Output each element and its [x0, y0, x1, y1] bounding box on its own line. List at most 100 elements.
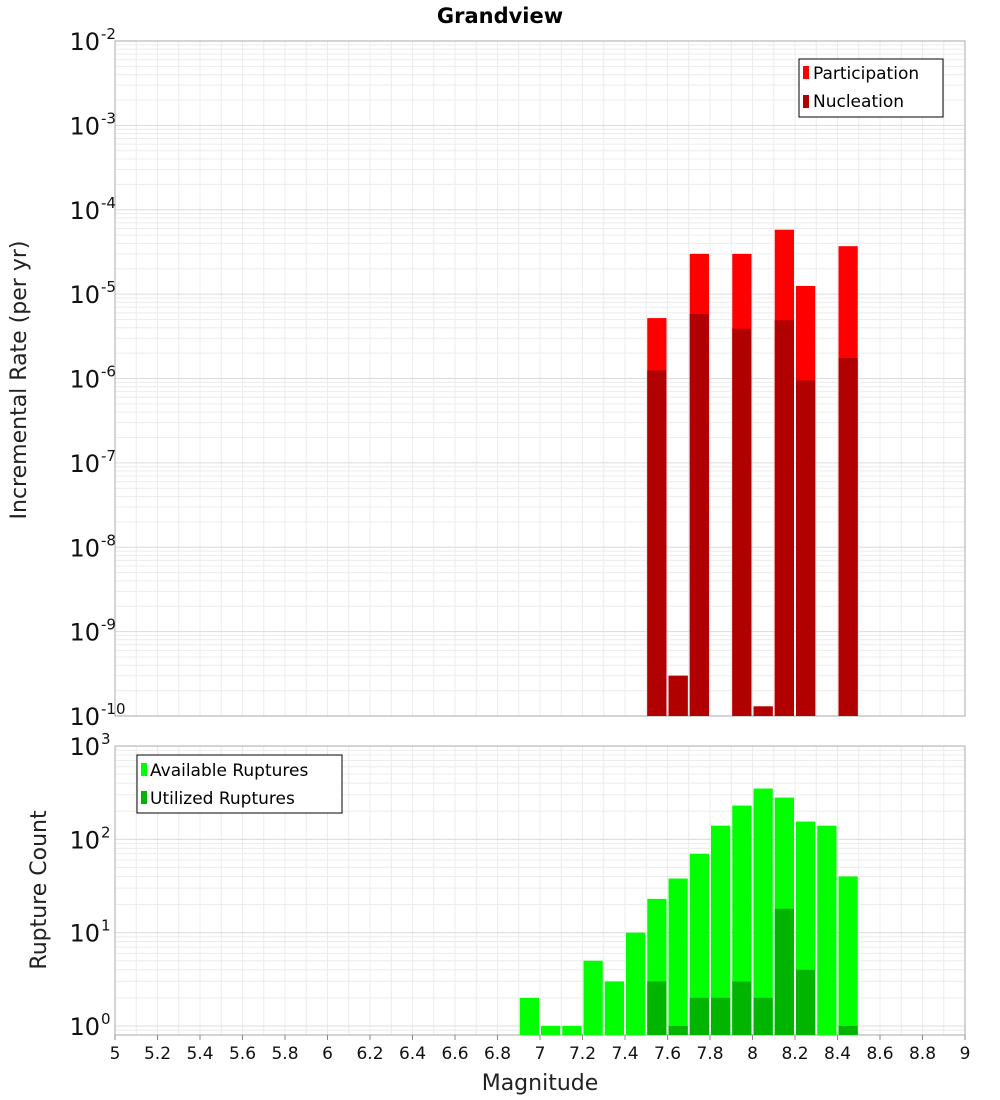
- bottom-bar-a: [689, 853, 709, 1035]
- bottom-bar-a: [817, 825, 837, 1035]
- bottom-y-tick-base: 10: [69, 920, 100, 948]
- top-bar-b: [838, 357, 858, 716]
- x-tick-label: 9: [960, 1044, 971, 1064]
- bottom-bar-b: [711, 997, 731, 1035]
- top-y-tick-exp: -3: [101, 109, 116, 127]
- bottom-bar-a: [541, 1025, 561, 1035]
- top-y-tick-exp: -8: [101, 531, 116, 549]
- top-y-ticks: 10-210-310-410-510-610-710-810-910-10: [69, 25, 125, 731]
- x-tick-label: 7.4: [611, 1044, 638, 1064]
- top-legend: Participation Nucleation: [798, 58, 944, 118]
- top-y-tick-exp: -6: [101, 363, 116, 381]
- top-y-tick-base: 10: [69, 619, 100, 647]
- top-bar-b: [732, 328, 752, 716]
- bottom-y-tick-exp: 2: [101, 823, 111, 841]
- x-tick-label: 5.2: [144, 1044, 171, 1064]
- top-y-axis-label: Incremental Rate (per yr): [7, 241, 32, 520]
- x-tick-label: 5.8: [271, 1044, 298, 1064]
- legend-label-nucleation: Nucleation: [813, 92, 904, 112]
- x-tick-label: 8.6: [866, 1044, 893, 1064]
- bottom-bar-a: [711, 825, 731, 1035]
- bottom-y-tick-base: 10: [69, 826, 100, 854]
- bottom-bar-a: [519, 997, 539, 1035]
- top-plot-frame: [114, 40, 966, 717]
- top-bars: [647, 229, 858, 717]
- x-ticks: 5 5.2 5.4 5.6 5.8 6 6.2 6.4 6.6 6.8 7 7.2 7.4 7.6 7.8 8…: [110, 1035, 971, 1064]
- bottom-bar-a: [583, 960, 603, 1035]
- legend-swatch-participation: [803, 66, 809, 79]
- bottom-bars: [519, 788, 858, 1035]
- bottom-legend-box: [136, 754, 343, 814]
- x-tick-label: 6.6: [441, 1044, 468, 1064]
- legend-swatch-available: [141, 763, 147, 776]
- top-bar-b: [689, 314, 709, 716]
- bottom-bar-a: [838, 876, 858, 1035]
- bottom-y-tick-exp: 1: [101, 917, 111, 935]
- top-y-tick-base: 10: [69, 450, 100, 478]
- top-y-tick-exp: -5: [101, 278, 116, 296]
- legend-label-available: Available Ruptures: [150, 761, 308, 781]
- bottom-bar-b: [774, 908, 794, 1035]
- x-tick-label: 7.2: [569, 1044, 596, 1064]
- top-gridlines: [114, 40, 966, 717]
- top-y-tick-exp: -9: [101, 616, 116, 634]
- bottom-y-tick-base: 10: [69, 733, 100, 761]
- bottom-bar-a: [604, 981, 624, 1035]
- top-y-tick-base: 10: [69, 366, 100, 394]
- chart-title: Grandview: [437, 4, 563, 28]
- top-bar-b: [647, 370, 667, 716]
- x-tick-label: 5: [110, 1044, 121, 1064]
- top-y-tick-base: 10: [69, 28, 100, 56]
- bottom-bar-b: [838, 1025, 858, 1035]
- top-y-tick-base: 10: [69, 534, 100, 562]
- bottom-legend: Available Ruptures Utilized Ruptures: [136, 754, 343, 814]
- bottom-y-tick-exp: 0: [101, 1010, 111, 1028]
- top-bar-b: [668, 675, 688, 716]
- x-tick-label: 8.4: [824, 1044, 851, 1064]
- legend-label-utilized: Utilized Ruptures: [150, 789, 295, 809]
- x-tick-label: 7: [535, 1044, 546, 1064]
- bottom-y-axis-label: Rupture Count: [27, 810, 52, 970]
- top-bar-b: [753, 706, 773, 716]
- top-y-tick-base: 10: [69, 197, 100, 225]
- top-legend-box: [798, 58, 944, 118]
- bottom-bar-b: [668, 1025, 688, 1035]
- top-y-tick-exp: -4: [101, 194, 116, 212]
- x-tick-label: 6: [322, 1044, 333, 1064]
- x-tick-label: 7.8: [696, 1044, 723, 1064]
- bottom-bar-b: [796, 969, 816, 1035]
- top-bar-b: [796, 380, 816, 716]
- bottom-bar-a: [732, 805, 752, 1035]
- x-tick-label: 6.4: [399, 1044, 426, 1064]
- x-tick-label: 6.2: [356, 1044, 383, 1064]
- x-tick-label: 6.8: [484, 1044, 511, 1064]
- bottom-bar-a: [626, 932, 646, 1035]
- bottom-bar-b: [732, 981, 752, 1035]
- top-y-tick-base: 10: [69, 281, 100, 309]
- x-tick-label: 8: [747, 1044, 758, 1064]
- bottom-bar-a: [668, 878, 688, 1035]
- top-y-tick-exp: -10: [101, 700, 126, 718]
- x-tick-label: 7.6: [654, 1044, 681, 1064]
- legend-swatch-utilized: [141, 791, 147, 804]
- x-axis-label: Magnitude: [482, 1071, 599, 1096]
- x-tick-label: 5.6: [229, 1044, 256, 1064]
- x-tick-label: 8.8: [909, 1044, 936, 1064]
- top-y-tick-base: 10: [69, 112, 100, 140]
- top-bar-b: [774, 320, 794, 716]
- bottom-bar-b: [753, 997, 773, 1035]
- x-tick-label: 8.2: [781, 1044, 808, 1064]
- top-y-tick-exp: -7: [101, 447, 116, 465]
- bottom-bar-b: [689, 997, 709, 1035]
- bottom-y-tick-exp: 3: [101, 730, 111, 748]
- bottom-y-tick-base: 10: [69, 1013, 100, 1041]
- bottom-bar-a: [562, 1025, 582, 1035]
- bottom-bar-b: [647, 981, 667, 1035]
- top-y-tick-base: 10: [69, 703, 100, 731]
- legend-label-participation: Participation: [813, 64, 919, 84]
- x-tick-label: 5.4: [186, 1044, 213, 1064]
- legend-swatch-nucleation: [803, 95, 809, 108]
- top-y-tick-exp: -2: [101, 25, 116, 43]
- bottom-bar-a: [753, 788, 773, 1035]
